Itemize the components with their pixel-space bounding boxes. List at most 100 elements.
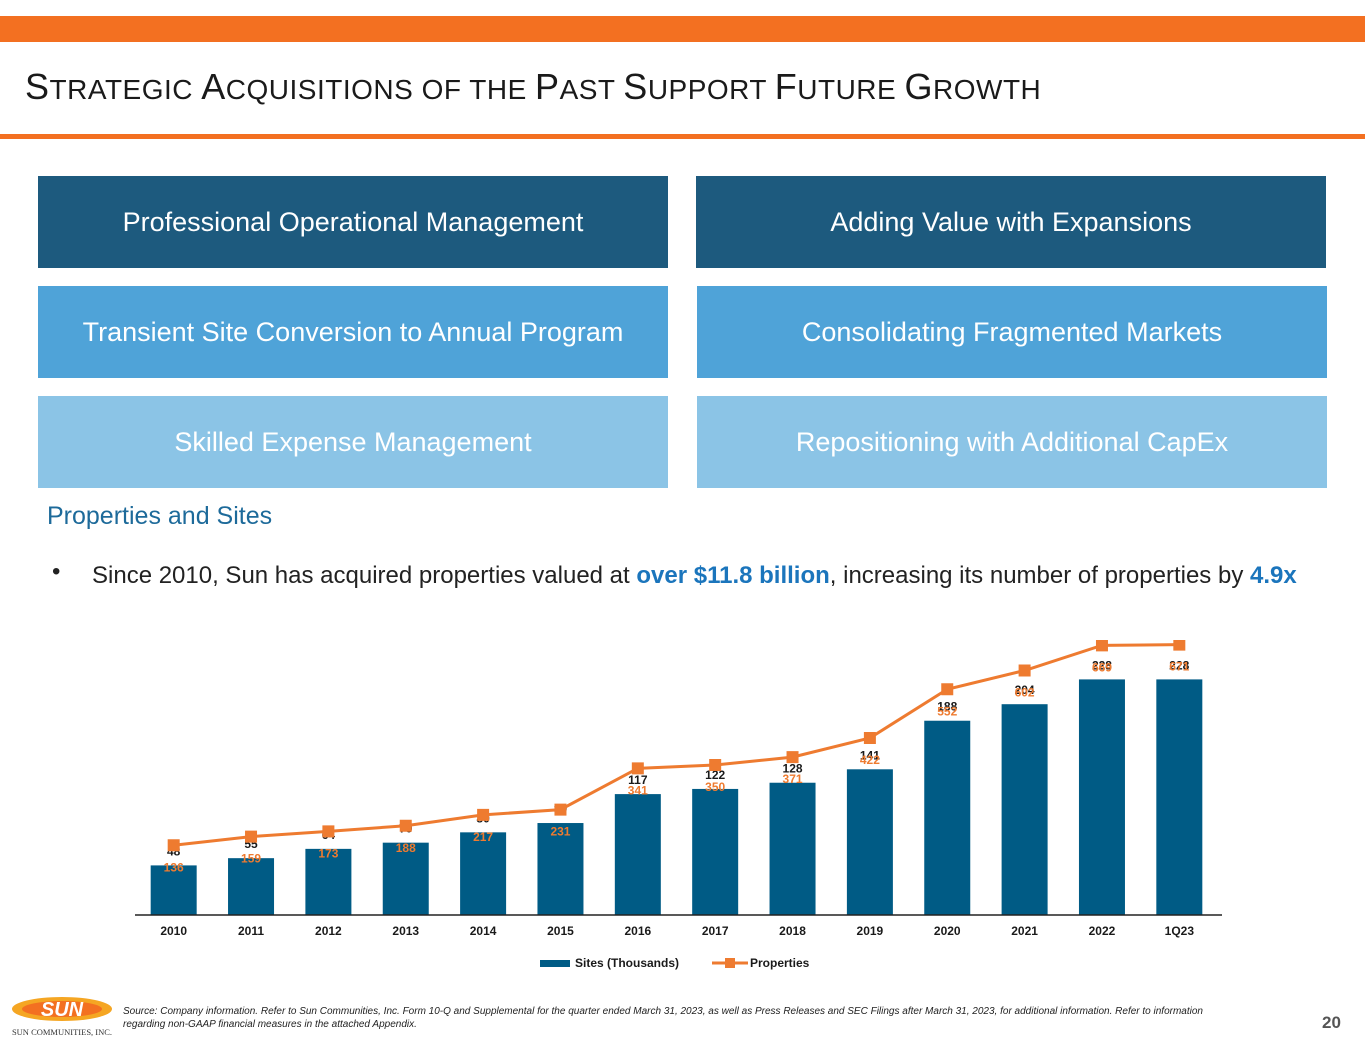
title-initial: P: [535, 66, 560, 107]
bar-value-label: 188: [937, 700, 957, 714]
properties-marker: [322, 825, 335, 838]
properties-marker: [631, 762, 644, 775]
bar-value-label: 228: [1169, 658, 1189, 672]
properties-marker: [399, 819, 412, 832]
properties-marker: [245, 830, 258, 843]
bullet-marker: •: [52, 558, 61, 585]
title-initial: A: [201, 66, 226, 107]
title-word-rest: ROWTH: [933, 74, 1042, 105]
properties-value-label: 671: [1169, 660, 1189, 674]
box-expense-management: Skilled Expense Management: [38, 396, 668, 488]
bar-value-label: 128: [783, 762, 803, 776]
title-word-rest: OF: [421, 74, 462, 105]
bar-sites: [1078, 679, 1125, 915]
title-word-rest: AST: [559, 74, 616, 105]
properties-marker: [941, 683, 954, 696]
bar-value-label: 228: [1092, 658, 1112, 672]
sun-communities-logo: SUN SUN COMMUNITIES, INC.: [12, 997, 112, 1037]
properties-sites-chart: 4820105520116420127020138020148920151172…: [135, 640, 1222, 970]
bullet-part2: , increasing its number of properties by: [829, 562, 1250, 589]
properties-marker: [1095, 640, 1108, 652]
x-tick-label: 2020: [934, 924, 961, 938]
x-tick-label: 2014: [470, 924, 497, 938]
properties-value-label: 350: [705, 780, 725, 794]
box-consolidating-markets: Consolidating Fragmented Markets: [697, 286, 1327, 378]
title-word: OF: [422, 74, 462, 105]
bar-sites: [769, 782, 816, 915]
properties-value-label: 173: [318, 846, 338, 860]
properties-marker: [786, 751, 799, 764]
properties-marker: [863, 732, 876, 744]
properties-marker: [1018, 664, 1031, 677]
title-word: STRATEGIC: [25, 66, 193, 107]
title-word: FUTURE: [775, 66, 897, 107]
logo-wordmark: SUN: [41, 999, 84, 1021]
bar-sites: [228, 858, 275, 915]
bar-sites: [846, 769, 893, 915]
properties-value-label: 341: [628, 783, 648, 797]
bar-sites: [537, 823, 584, 915]
x-tick-label: 1Q23: [1165, 924, 1195, 938]
properties-value-label: 159: [241, 852, 261, 866]
title-word-rest: TRATEGIC: [49, 74, 193, 105]
title-word: THE: [469, 74, 527, 105]
x-tick-label: 2015: [547, 924, 574, 938]
page-number: 20: [1322, 1013, 1341, 1032]
title-word: GROWTH: [905, 66, 1042, 107]
properties-value-label: 552: [937, 704, 957, 718]
properties-value-label: 188: [396, 841, 416, 855]
x-tick-label: 2018: [779, 924, 806, 938]
bullet-highlight-value: over $11.8 billion: [636, 562, 830, 589]
x-tick-label: 2011: [238, 924, 264, 938]
legend-properties-marker: [725, 958, 735, 968]
title-initial: S: [623, 66, 648, 107]
properties-value-label: 231: [550, 825, 570, 839]
section-subhead: Properties and Sites: [47, 502, 273, 530]
bar-value-label: 204: [1015, 683, 1035, 697]
bar-sites: [924, 720, 971, 915]
x-tick-label: 2017: [702, 924, 729, 938]
title-word: PAST: [535, 66, 616, 107]
x-tick-label: 2013: [392, 924, 419, 938]
bar-sites: [150, 865, 197, 915]
x-tick-label: 2010: [160, 924, 187, 938]
bar-value-label: 117: [628, 773, 648, 787]
title-word: ACQUISITIONS: [201, 66, 414, 107]
bar-sites: [692, 788, 739, 915]
x-tick-label: 2016: [624, 924, 651, 938]
properties-line: [173, 643, 1180, 847]
logo-caption: SUN COMMUNITIES, INC.: [12, 1027, 112, 1037]
title-word-rest: UTURE: [797, 74, 897, 105]
box-repositioning: Repositioning with Additional CapEx: [697, 396, 1327, 488]
bullet-text: Since 2010, Sun has acquired properties …: [92, 558, 1322, 594]
bullet-part1: Since 2010, Sun has acquired properties …: [92, 562, 637, 589]
title-initial: G: [904, 66, 934, 107]
title-initial: S: [25, 66, 50, 107]
properties-value-label: 669: [1092, 660, 1112, 674]
properties-value-label: 371: [783, 772, 803, 786]
title-word: SUPPORT: [623, 66, 767, 107]
properties-value-label: 217: [473, 830, 493, 844]
bar-sites: [1156, 679, 1203, 915]
title-word-rest: CQUISITIONS: [225, 74, 414, 105]
title-underline: [0, 134, 1365, 139]
legend-sites-label: Sites (Thousands): [575, 956, 679, 970]
bullet-highlight-multiple: 4.9x: [1249, 562, 1297, 589]
properties-marker: [1173, 640, 1186, 651]
top-accent-bar: [0, 16, 1365, 42]
x-tick-label: 2022: [1089, 924, 1116, 938]
properties-marker: [167, 839, 180, 852]
title-word-rest: UPPORT: [647, 74, 767, 105]
legend-properties-label: Properties: [750, 956, 810, 970]
x-tick-label: 2012: [315, 924, 342, 938]
bar-sites: [382, 842, 429, 915]
bar-value-label: 141: [860, 748, 880, 762]
bar-sites: [1001, 704, 1048, 915]
bar-sites: [460, 832, 507, 915]
properties-marker: [477, 808, 490, 821]
bar-value-label: 122: [705, 768, 725, 782]
page-title: STRATEGIC ACQUISITIONS OF THE PAST SUPPO…: [25, 66, 1041, 108]
box-professional-management: Professional Operational Management: [38, 176, 668, 268]
bar-sites: [614, 794, 661, 915]
title-word-rest: THE: [469, 74, 527, 105]
